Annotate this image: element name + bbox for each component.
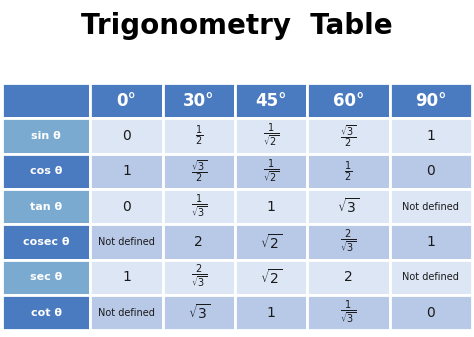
Text: 1: 1 [426, 235, 435, 249]
Text: 1: 1 [122, 164, 131, 178]
Text: 0: 0 [426, 164, 435, 178]
Text: Not defined: Not defined [98, 308, 155, 317]
Bar [235, 119, 307, 154]
Bar [2, 83, 91, 119]
Text: 2: 2 [344, 270, 353, 284]
Text: $\frac{2}{\sqrt{3}}$: $\frac{2}{\sqrt{3}}$ [191, 263, 207, 292]
Text: $\frac{1}{\sqrt{2}}$: $\frac{1}{\sqrt{2}}$ [263, 157, 279, 185]
Bar [2, 224, 91, 260]
Text: $\frac{\sqrt{3}}{2}$: $\frac{\sqrt{3}}{2}$ [340, 123, 356, 149]
Bar [2, 189, 91, 224]
Text: $\frac{1}{\sqrt{3}}$: $\frac{1}{\sqrt{3}}$ [340, 299, 356, 327]
Bar [91, 189, 163, 224]
Bar [163, 295, 235, 330]
Bar [390, 295, 472, 330]
Text: $\frac{1}{\sqrt{2}}$: $\frac{1}{\sqrt{2}}$ [263, 122, 279, 150]
Text: Not defined: Not defined [402, 272, 459, 282]
Text: 1: 1 [267, 306, 276, 319]
Bar [307, 119, 390, 154]
Text: 1: 1 [267, 200, 276, 214]
Bar [390, 189, 472, 224]
Bar [235, 224, 307, 260]
Bar [91, 83, 163, 119]
Bar [307, 224, 390, 260]
Bar [307, 189, 390, 224]
Text: sin θ: sin θ [31, 131, 61, 141]
Text: tan θ: tan θ [30, 202, 63, 212]
Bar [91, 224, 163, 260]
Bar [390, 224, 472, 260]
Bar [163, 119, 235, 154]
Text: 60°: 60° [333, 92, 364, 110]
Bar [235, 295, 307, 330]
Bar [2, 295, 91, 330]
Text: $\sqrt{3}$: $\sqrt{3}$ [188, 303, 210, 322]
Text: 90°: 90° [415, 92, 447, 110]
Text: Trigonometry  Table: Trigonometry Table [81, 12, 393, 40]
Bar [390, 260, 472, 295]
Bar [307, 295, 390, 330]
Bar [390, 83, 472, 119]
Text: 0: 0 [122, 129, 131, 143]
Text: $\sqrt{3}$: $\sqrt{3}$ [337, 197, 359, 216]
Text: 1: 1 [122, 270, 131, 284]
Bar [307, 83, 390, 119]
Bar [2, 119, 91, 154]
Bar [307, 260, 390, 295]
Text: Not defined: Not defined [402, 202, 459, 212]
Bar [163, 260, 235, 295]
Bar [2, 154, 91, 189]
Bar [390, 119, 472, 154]
Text: $\frac{1}{2}$: $\frac{1}{2}$ [195, 124, 203, 148]
Text: sec θ: sec θ [30, 272, 63, 282]
Bar [163, 154, 235, 189]
Bar [235, 83, 307, 119]
Text: 0: 0 [426, 306, 435, 319]
Bar [2, 260, 91, 295]
Bar [235, 260, 307, 295]
Text: 2: 2 [194, 235, 203, 249]
Bar [307, 154, 390, 189]
Text: $\frac{1}{\sqrt{3}}$: $\frac{1}{\sqrt{3}}$ [191, 193, 207, 221]
Bar [91, 154, 163, 189]
Text: cot θ: cot θ [31, 308, 62, 317]
Text: 30°: 30° [183, 92, 215, 110]
Text: $\sqrt{2}$: $\sqrt{2}$ [260, 268, 282, 287]
Text: $\frac{1}{2}$: $\frac{1}{2}$ [344, 159, 353, 184]
Bar [163, 83, 235, 119]
Bar [163, 189, 235, 224]
Text: 0: 0 [122, 200, 131, 214]
Bar [390, 154, 472, 189]
Bar [91, 119, 163, 154]
Text: cosec θ: cosec θ [23, 237, 70, 247]
Text: 1: 1 [426, 129, 435, 143]
Text: $\sqrt{2}$: $\sqrt{2}$ [260, 233, 282, 251]
Text: $\frac{\sqrt{3}}{2}$: $\frac{\sqrt{3}}{2}$ [191, 159, 207, 184]
Text: cos θ: cos θ [30, 166, 63, 177]
Bar [91, 295, 163, 330]
Bar [235, 189, 307, 224]
Bar [163, 224, 235, 260]
Text: 0°: 0° [117, 92, 137, 110]
Text: $\frac{2}{\sqrt{3}}$: $\frac{2}{\sqrt{3}}$ [340, 228, 356, 256]
Text: 45°: 45° [255, 92, 287, 110]
Text: Not defined: Not defined [98, 237, 155, 247]
Bar [235, 154, 307, 189]
Bar [91, 260, 163, 295]
